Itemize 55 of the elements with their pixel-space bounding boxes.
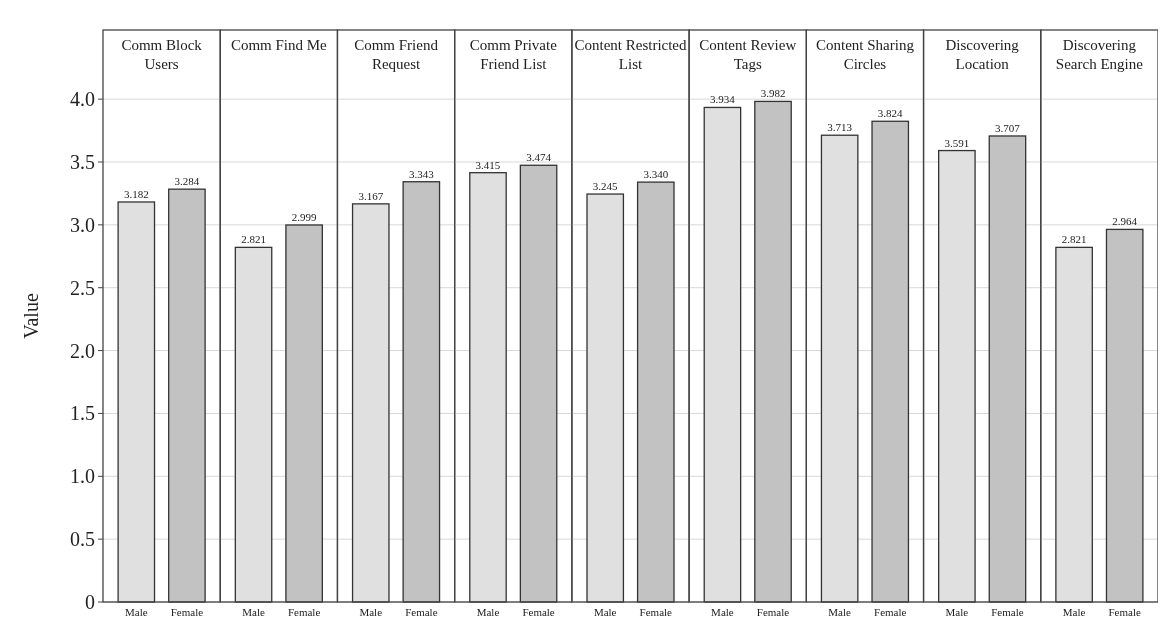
y-tick-label: 2.5 <box>70 276 95 299</box>
text: Comm Find Me <box>230 37 328 53</box>
data-label: 3.824 <box>877 107 904 120</box>
x-tick-label: Male <box>476 606 500 618</box>
data-label: 3.284 <box>174 175 200 188</box>
x-tick-label: Female <box>287 606 321 618</box>
y-tick-label: 4.0 <box>70 88 95 111</box>
data-label: 3.340 <box>643 168 669 181</box>
data-label: 3.591 <box>944 136 970 149</box>
x-tick-label: Female <box>991 606 1024 618</box>
x-tick-label: Female <box>170 606 204 618</box>
data-label: 3.182 <box>123 187 149 200</box>
text: Comm Friend Request <box>354 37 439 72</box>
y-tick-label: 0 <box>85 591 95 613</box>
y-tick-label: 3.5 <box>70 151 95 173</box>
y-tick-label: 0.5 <box>70 528 95 551</box>
x-tick-label: Male <box>1062 606 1086 618</box>
x-tick-label: Female <box>1108 606 1141 618</box>
text: Comm Block Users <box>121 37 203 72</box>
x-tick-label: Female <box>874 606 907 618</box>
y-tick-label: 1.5 <box>70 402 95 425</box>
text: Content Sharing Circles <box>815 37 915 72</box>
x-tick-label: Female <box>522 606 555 618</box>
x-tick-label: Male <box>593 606 617 618</box>
x-tick-label: Male <box>828 606 852 618</box>
text: Discovering Location <box>945 37 1020 72</box>
y-axis-title: Value <box>20 293 42 339</box>
data-label: 3.167 <box>358 189 384 202</box>
data-label: 2.964 <box>1112 215 1138 228</box>
y-tick-label: 1.0 <box>70 465 95 488</box>
x-tick-label: Female <box>405 606 438 618</box>
x-tick-label: Male <box>945 606 969 618</box>
text: Comm Private Friend List <box>469 37 558 72</box>
text: Content Review Tags <box>699 37 797 72</box>
y-tick-label: 2.0 <box>70 339 95 362</box>
text: Discovering Search Engine <box>1055 37 1144 72</box>
data-label: 3.415 <box>475 158 501 171</box>
data-label: 3.713 <box>827 121 853 134</box>
data-label: 2.999 <box>291 210 317 223</box>
y-tick-label: 3.0 <box>70 213 95 236</box>
x-tick-label: Male <box>125 606 148 618</box>
data-label: 3.245 <box>592 180 619 193</box>
data-label: 3.707 <box>995 121 1021 134</box>
data-label: 3.343 <box>408 167 435 180</box>
x-tick-label: Male <box>242 606 265 618</box>
data-label: 2.821 <box>1061 233 1087 246</box>
x-tick-label: Female <box>756 606 790 618</box>
x-tick-label: Female <box>639 606 673 618</box>
data-label: 3.982 <box>760 87 786 100</box>
data-label: 3.934 <box>710 93 736 106</box>
x-tick-label: Male <box>359 606 383 618</box>
data-label: 2.821 <box>241 233 266 246</box>
x-tick-label: Male <box>711 606 734 618</box>
data-label: 3.474 <box>526 151 552 164</box>
text: Content Restricted List <box>574 37 688 72</box>
